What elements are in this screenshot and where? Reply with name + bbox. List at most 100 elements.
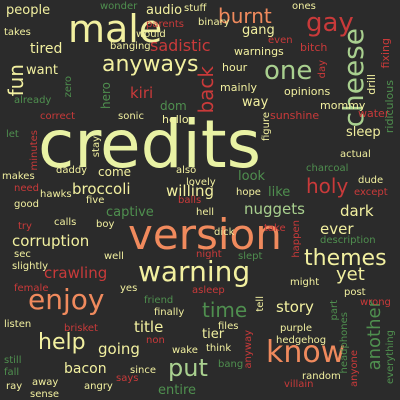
word-hell: hell <box>196 207 215 218</box>
word-brisket: brisket <box>64 323 98 334</box>
word-happen: happen <box>291 220 302 258</box>
word-hello: hello <box>162 113 189 126</box>
word-nuggets: nuggets <box>244 200 305 218</box>
word-another: another <box>364 300 385 371</box>
word-description: description <box>320 235 376 246</box>
word-way: way <box>242 95 269 110</box>
word-opinions: opinions <box>284 85 331 98</box>
word-captive: captive <box>106 205 154 220</box>
word-sonic: sonic <box>118 111 144 122</box>
word-need: need <box>14 183 39 194</box>
word-still: still <box>4 355 22 366</box>
word-takes: takes <box>4 27 31 38</box>
word-credits: credits <box>38 106 262 183</box>
word-everything: everything <box>385 330 396 384</box>
word-hero: hero <box>99 82 113 109</box>
word-fixing: fixing <box>379 38 392 69</box>
word-banging: banging <box>110 41 151 52</box>
word-wrong: wrong <box>360 297 391 308</box>
word-anyway: anyway <box>243 330 254 369</box>
word-tired: tired <box>30 41 63 57</box>
word-female: female <box>14 283 49 294</box>
word-think: think <box>206 343 232 354</box>
word-fun: fun <box>4 64 28 97</box>
word-take: take <box>264 223 286 234</box>
word-dick: dick <box>214 227 235 238</box>
word-ridiculous: ridiculous <box>383 80 396 134</box>
word-random: random <box>302 371 341 382</box>
word-well: well <box>104 251 124 262</box>
word-holy: holy <box>306 174 349 198</box>
word-lovely: lovely <box>186 177 216 188</box>
word-anyone: anyone <box>349 350 360 387</box>
word-broccoli: broccoli <box>72 180 131 198</box>
word-correct: correct <box>40 111 76 122</box>
word-actual: actual <box>340 149 371 160</box>
word-let: let <box>6 129 19 140</box>
word-sunshine: sunshine <box>270 109 320 122</box>
word-willing: willing <box>166 182 214 200</box>
word-wonder: wonder <box>100 1 138 12</box>
word-sense: sense <box>30 389 60 400</box>
word-five: five <box>86 195 105 206</box>
word-warnings: warnings <box>234 45 284 58</box>
word-already: already <box>14 95 52 106</box>
word-non: non <box>146 335 165 346</box>
word-version: version <box>128 210 282 259</box>
word-calls: calls <box>54 217 77 228</box>
word-look: look <box>238 169 266 184</box>
word-good: good <box>14 199 39 210</box>
word-themes: themes <box>304 246 387 271</box>
word-slept: slept <box>238 251 263 262</box>
word-stay: stay <box>91 136 102 158</box>
word-tier: tier <box>202 327 225 342</box>
word-mainly: mainly <box>220 81 258 94</box>
word-ever: ever <box>320 220 354 238</box>
word-would: would <box>136 29 166 40</box>
word-time: time <box>202 298 248 322</box>
word-warning: warning <box>138 255 251 288</box>
word-hope: hope <box>236 187 261 198</box>
word-minutes: minutes <box>29 130 40 171</box>
word-slightly: slightly <box>12 261 49 272</box>
word-night: night <box>196 249 222 260</box>
word-dom: dom <box>160 99 187 113</box>
word-even: even <box>268 35 293 46</box>
word-bacon: bacon <box>64 361 107 377</box>
word-post: post <box>344 287 366 298</box>
word-hedgehog: hedgehog <box>276 335 327 346</box>
word-tell: tell <box>255 296 266 312</box>
word-finally: finally <box>154 307 185 318</box>
word-day: day <box>317 60 328 79</box>
word-boy: boy <box>96 219 115 230</box>
word-away: away <box>32 377 59 388</box>
word-daddy: daddy <box>56 165 88 176</box>
word-yes: yes <box>120 283 138 294</box>
word-purple: purple <box>280 323 313 334</box>
word-wake: wake <box>172 345 198 356</box>
word-gang: gang <box>242 23 275 38</box>
word-mommy: mommy <box>320 99 366 112</box>
word-sec: sec <box>14 249 31 260</box>
word-angry: angry <box>84 381 113 392</box>
word-dude: dude <box>358 175 384 186</box>
word-one: one <box>264 56 313 86</box>
word-zero: zero <box>63 76 74 98</box>
word-listen: listen <box>4 319 32 330</box>
word-since: since <box>130 365 156 376</box>
word-asleep: asleep <box>192 285 225 296</box>
word-bitch: bitch <box>300 41 328 54</box>
word-water: water <box>358 107 390 120</box>
word-try: try <box>18 221 32 232</box>
word-crawling: crawling <box>44 264 108 282</box>
word-entire: entire <box>158 383 197 398</box>
word-hour: hour <box>222 61 248 74</box>
word-also: also <box>176 165 197 176</box>
word-might: might <box>290 277 320 288</box>
word-people: people <box>6 3 51 18</box>
word-balls: balls <box>178 195 202 206</box>
word-ray: ray <box>6 381 23 392</box>
word-know: know <box>266 335 346 370</box>
word-sadistic: sadistic <box>150 36 211 55</box>
